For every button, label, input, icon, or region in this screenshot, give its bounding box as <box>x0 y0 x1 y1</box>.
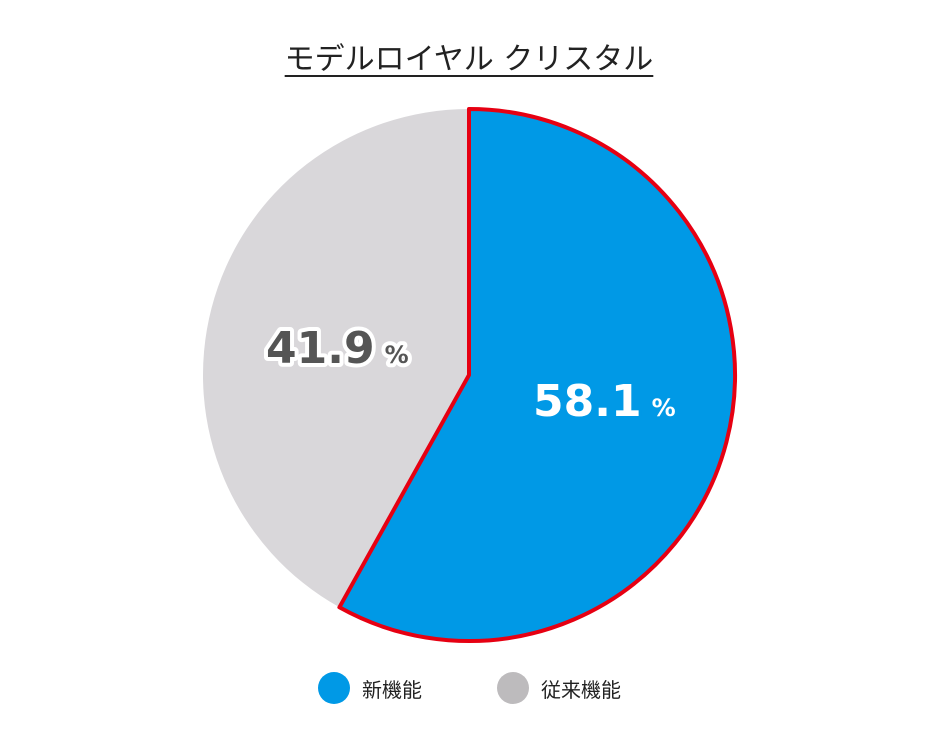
legend-label-existing-feature: 従来機能 <box>541 677 621 702</box>
data-label-new-feature: 58.1% <box>530 373 679 430</box>
legend: 新機能 従来機能 <box>0 672 938 712</box>
legend-item-existing-feature: 従来機能 <box>497 672 621 704</box>
legend-item-new-feature: 新機能 <box>318 672 422 704</box>
data-label-existing-unit: % <box>385 341 409 369</box>
svg-text:41.9%: 41.9% <box>266 323 409 374</box>
data-label-new-unit: % <box>652 394 676 422</box>
legend-swatch-new-feature <box>318 672 350 704</box>
chart-title-text: モデルロイヤル クリスタル <box>284 42 654 77</box>
legend-swatch-existing-feature <box>497 672 529 704</box>
chart-title: モデルロイヤル クリスタル <box>0 34 938 78</box>
pie-slice-existing-feature <box>202 109 470 608</box>
data-label-existing-value: 41.9 <box>266 323 375 374</box>
data-label-existing-feature: 41.9% <box>262 319 413 378</box>
svg-text:58.1%: 58.1% <box>533 376 676 427</box>
legend-label-new-feature: 新機能 <box>362 677 422 702</box>
data-label-new-value: 58.1 <box>533 376 642 427</box>
pie-slice-new-feature <box>337 107 737 643</box>
